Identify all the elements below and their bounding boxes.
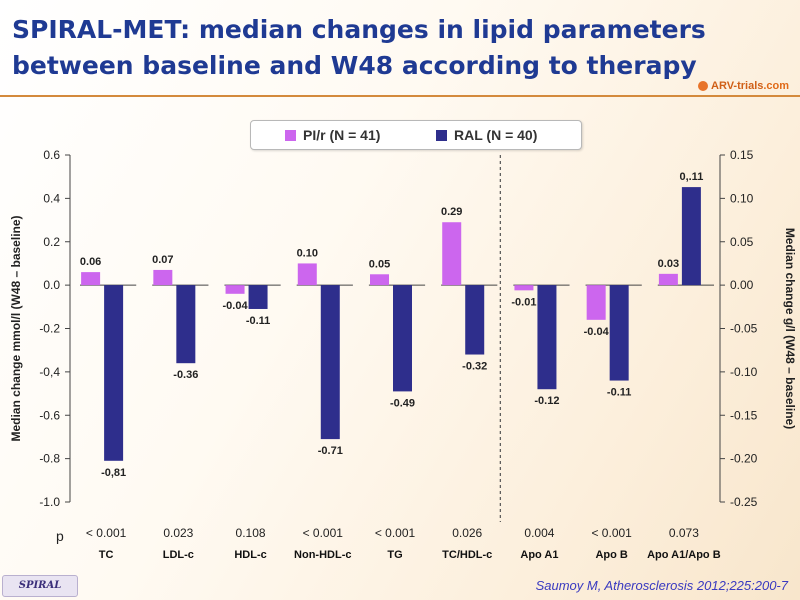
right-tick-label: -0.25 xyxy=(730,495,758,509)
p-value-label: < 0.001 xyxy=(375,526,416,540)
right-tick-label: 0.05 xyxy=(730,235,754,249)
left-tick-label: 0.2 xyxy=(43,235,60,249)
bar-ral-ldl-c xyxy=(176,285,196,364)
right-tick-label: -0.10 xyxy=(730,365,758,379)
left-tick-label: 0.4 xyxy=(43,191,60,205)
legend-swatch-pir xyxy=(285,130,296,141)
data-label: -0.11 xyxy=(246,315,270,327)
data-label: -0.32 xyxy=(462,361,487,373)
p-value-label: 0.073 xyxy=(669,526,699,540)
p-value-label: 0.023 xyxy=(163,526,193,540)
category-label: Apo B xyxy=(595,549,627,561)
data-label: 0.03 xyxy=(658,258,679,270)
data-label: -0.04 xyxy=(223,300,249,312)
category-label: TG xyxy=(387,549,402,561)
arv-trials-logo: ARV-trials.com xyxy=(698,80,789,92)
left-tick-label: -1.0 xyxy=(39,495,60,509)
bar-pir-apo-b xyxy=(586,285,606,320)
data-label: 0,.11 xyxy=(679,171,703,183)
bar-ral-non-hdl-c xyxy=(320,285,340,440)
left-tick-label: -0,4 xyxy=(39,365,60,379)
logo-text: ARV-trials xyxy=(711,80,764,92)
p-value-label: 0.026 xyxy=(452,526,482,540)
data-label: 0.06 xyxy=(80,256,101,268)
data-label: -0.12 xyxy=(534,395,559,407)
p-value-label: 0.004 xyxy=(524,526,554,540)
title-divider xyxy=(0,95,800,97)
data-label: 0.07 xyxy=(152,254,173,266)
category-label: LDL-c xyxy=(163,549,194,561)
bar-pir-apo-a1 xyxy=(514,285,534,291)
p-value-label: < 0.001 xyxy=(591,526,632,540)
legend-label-pir: PI/r (N = 41) xyxy=(303,127,381,143)
data-label: -0.49 xyxy=(390,397,415,409)
bar-ral-apo-a1-apo-b xyxy=(681,187,701,286)
slide-title: SPIRAL-MET: median changes in lipid para… xyxy=(12,15,706,80)
category-label: Apo A1/Apo B xyxy=(647,549,721,561)
bar-pir-non-hdl-c xyxy=(297,263,317,286)
legend-item-ral: RAL (N = 40) xyxy=(436,127,537,143)
bar-ral-tc xyxy=(104,285,124,461)
p-value-label: < 0.001 xyxy=(303,526,344,540)
data-label: -0.04 xyxy=(584,326,610,338)
right-tick-label: -0.15 xyxy=(730,408,758,422)
right-axis-title: Median change g/l (W48 – baseline) xyxy=(783,228,797,429)
category-label: Non-HDL-c xyxy=(294,549,351,561)
bar-pir-hdl-c xyxy=(225,285,245,294)
left-tick-label: 0.6 xyxy=(43,148,60,162)
data-label: -0.71 xyxy=(318,445,343,457)
right-tick-label: -0.05 xyxy=(730,322,758,336)
data-label: -0.36 xyxy=(173,369,198,381)
bar-ral-tc-hdl-c xyxy=(465,285,485,355)
logo-suffix: .com xyxy=(763,80,790,92)
data-label: 0.10 xyxy=(297,247,318,259)
right-tick-label: -0.20 xyxy=(730,452,758,466)
study-badge: SPIRAL xyxy=(2,575,78,597)
bar-pir-apo-a1-apo-b xyxy=(658,273,678,286)
bar-pir-tc xyxy=(81,272,101,286)
category-label: HDL-c xyxy=(234,549,266,561)
legend-swatch-ral xyxy=(436,130,447,141)
p-row-label: p xyxy=(56,528,64,544)
legend-label-ral: RAL (N = 40) xyxy=(454,127,538,143)
bar-pir-tg xyxy=(370,274,389,286)
left-tick-label: -0.2 xyxy=(39,322,60,336)
bar-ral-tg xyxy=(393,285,412,392)
right-tick-label: 0.15 xyxy=(730,148,754,162)
left-axis-title: Median change mmol/l (W48 – baseline) xyxy=(9,215,23,441)
bar-pir-tc-hdl-c xyxy=(442,222,462,286)
category-label: TC/HDL-c xyxy=(442,549,492,561)
right-tick-label: 0.00 xyxy=(730,278,754,292)
bar-ral-hdl-c xyxy=(248,285,268,309)
left-tick-label: -0.8 xyxy=(39,452,60,466)
bar-pir-ldl-c xyxy=(153,269,173,286)
right-tick-label: 0.10 xyxy=(730,191,754,205)
p-value-label: < 0.001 xyxy=(86,526,127,540)
category-label: TC xyxy=(99,549,114,561)
logo-icon xyxy=(698,81,708,92)
left-tick-label: 0.0 xyxy=(43,278,60,292)
legend-item-pir: PI/r (N = 41) xyxy=(285,127,380,143)
citation: Saumoy M, Atherosclerosis 2012;225:200-7 xyxy=(535,578,788,593)
p-value-label: 0.108 xyxy=(236,526,266,540)
chart-legend: PI/r (N = 41) RAL (N = 40) xyxy=(250,120,582,150)
data-label: 0.29 xyxy=(441,206,462,218)
data-label: 0.05 xyxy=(369,258,390,270)
data-label: -0,81 xyxy=(101,467,126,479)
bar-ral-apo-a1 xyxy=(537,285,557,390)
left-tick-label: -0.6 xyxy=(39,408,60,422)
category-label: Apo A1 xyxy=(520,549,558,561)
bar-ral-apo-b xyxy=(609,285,629,381)
data-label: -0.11 xyxy=(607,387,631,399)
data-label: -0.01 xyxy=(511,296,536,308)
